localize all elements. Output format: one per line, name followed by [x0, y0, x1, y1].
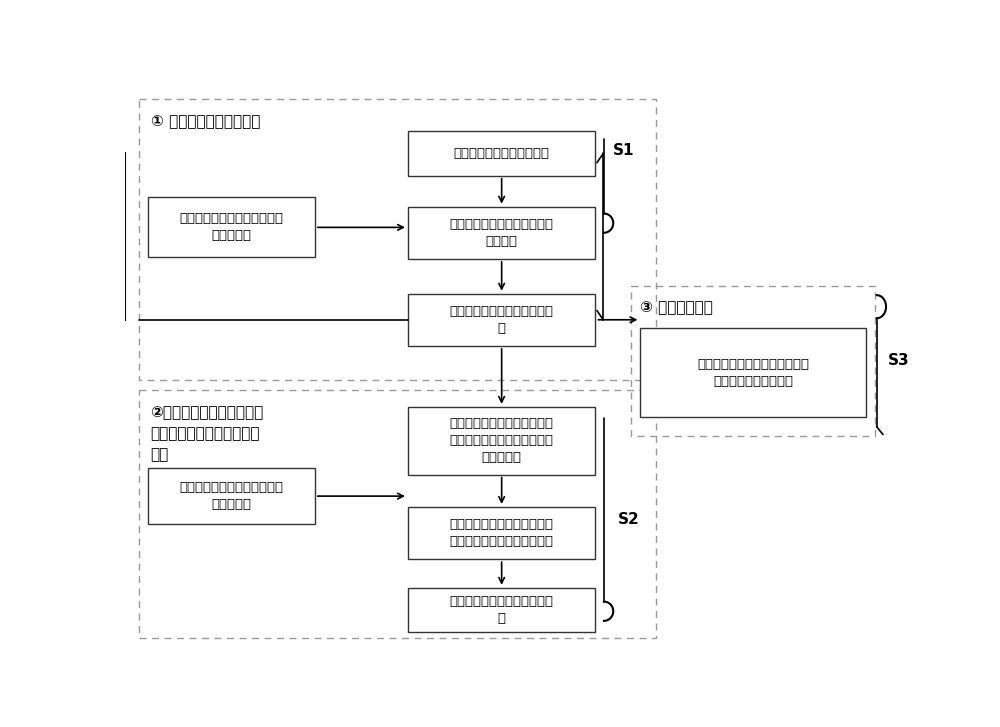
Bar: [139, 99, 656, 379]
Text: S2: S2: [618, 512, 640, 527]
Bar: [408, 294, 595, 346]
Text: 根据锂离子电池衰减机理，建
立基于不同衰减机理的容量衰
减原理模型: 根据锂离子电池衰减机理，建 立基于不同衰减机理的容量衰 减原理模型: [450, 417, 554, 464]
Text: 确定待测锂离子电池基于不同
衰减机理的容量衰减模型参数: 确定待测锂离子电池基于不同 衰减机理的容量衰减模型参数: [450, 518, 554, 548]
Bar: [408, 206, 595, 259]
Bar: [139, 390, 656, 638]
Text: S3: S3: [888, 353, 909, 369]
Text: 锂离子电池电化学基础模型: 锂离子电池电化学基础模型: [454, 147, 550, 160]
Bar: [148, 468, 315, 524]
Text: 预测不同衰减模式下的衰减趋
势: 预测不同衰减模式下的衰减趋 势: [450, 595, 554, 625]
Bar: [148, 197, 315, 257]
Text: ① 建立电池平衡电位方程: ① 建立电池平衡电位方程: [151, 114, 260, 129]
Text: ②建立基于不同衰减机理的
衰减模型，分别预测其衰减
趋势: ②建立基于不同衰减机理的 衰减模型，分别预测其衰减 趋势: [151, 405, 264, 462]
Bar: [408, 507, 595, 559]
Text: 采集待测锂离子电池的正负极
的平衡电位: 采集待测锂离子电池的正负极 的平衡电位: [180, 212, 284, 242]
Text: 锂离子电池衰减试验，提取模
型衰减参数: 锂离子电池衰减试验，提取模 型衰减参数: [180, 481, 284, 511]
Bar: [408, 407, 595, 475]
Bar: [631, 286, 875, 436]
Bar: [408, 587, 595, 632]
Text: 待测锂离子全电池平衡电位方
程: 待测锂离子全电池平衡电位方 程: [450, 305, 554, 334]
Bar: [408, 131, 595, 176]
Text: ③ 剩余容量预测: ③ 剩余容量预测: [640, 300, 713, 315]
Text: 待测锂离子电池正负极的平衡
电位方程: 待测锂离子电池正负极的平衡 电位方程: [450, 218, 554, 248]
Text: 根据不同衰减模式的衰减趋势，
求解电池的剩余容量值: 根据不同衰减模式的衰减趋势， 求解电池的剩余容量值: [697, 358, 809, 387]
Text: S1: S1: [613, 142, 635, 158]
Bar: [640, 329, 866, 417]
